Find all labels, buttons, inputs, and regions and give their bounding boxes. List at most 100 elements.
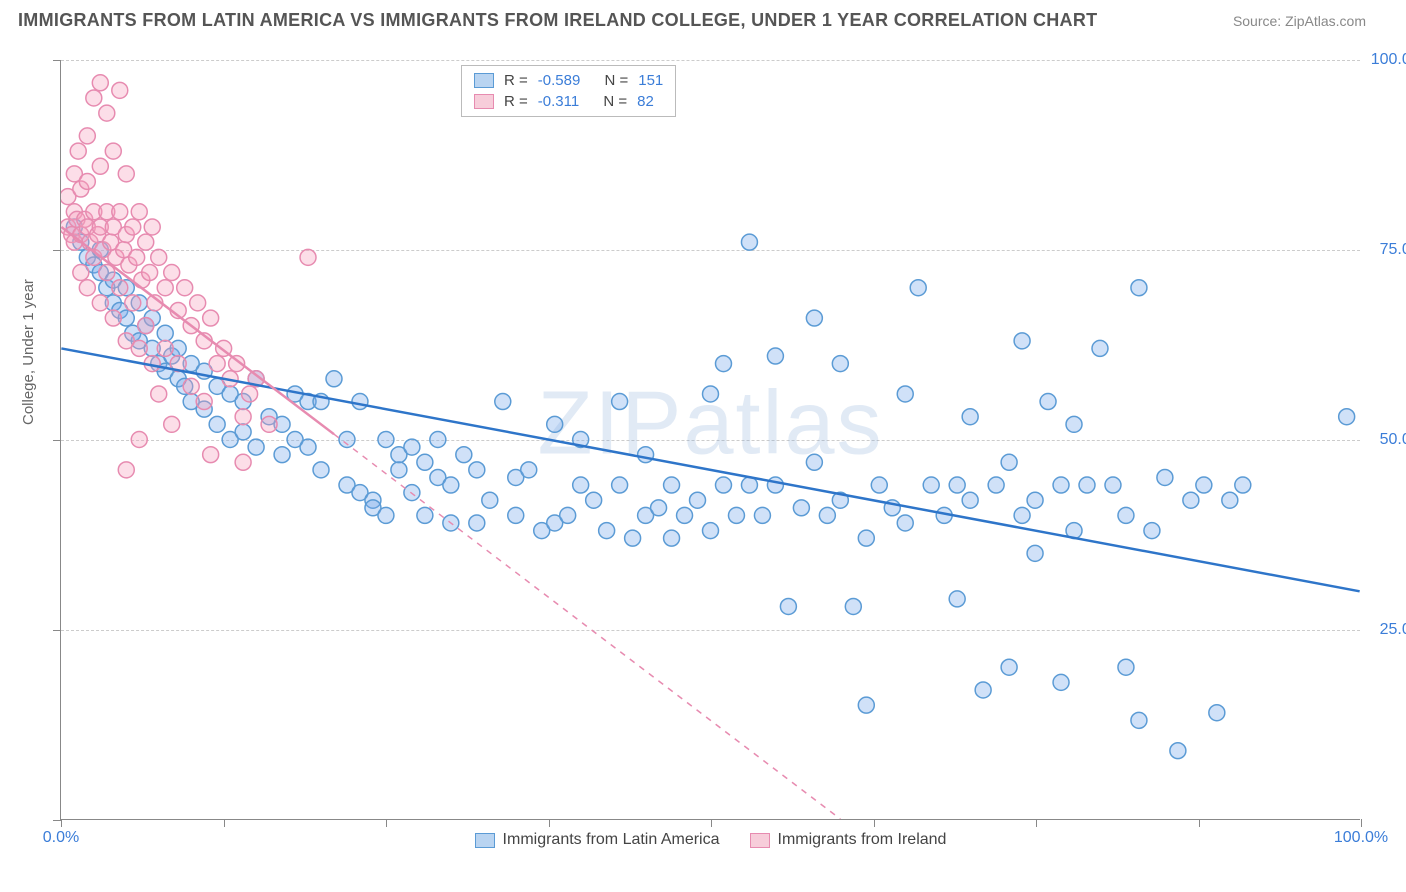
scatter-point [1040,394,1056,410]
xtick [874,819,875,827]
scatter-point [404,439,420,455]
series-legend: Immigrants from Latin America Immigrants… [61,831,1360,849]
scatter-point [125,295,141,311]
scatter-point [378,432,394,448]
ytick-label: 25.0% [1380,621,1406,639]
scatter-point [209,416,225,432]
scatter-point [79,280,95,296]
scatter-point [1014,507,1030,523]
scatter-point [923,477,939,493]
r-value-ireland: -0.311 [538,93,579,110]
r-label: R = [504,72,528,89]
scatter-point [1053,477,1069,493]
scatter-point [92,75,108,91]
scatter-point [300,249,316,265]
scatter-point [112,280,128,296]
scatter-point [1118,507,1134,523]
scatter-point [780,598,796,614]
scatter-point [157,325,173,341]
scatter-point [142,265,158,281]
scatter-point [1118,659,1134,675]
scatter-point [203,447,219,463]
scatter-point [1131,712,1147,728]
scatter-point [664,477,680,493]
scatter-point [988,477,1004,493]
scatter-point [92,295,108,311]
scatter-point [521,462,537,478]
scatter-point [190,295,206,311]
scatter-point [131,340,147,356]
scatter-point [70,143,86,159]
scatter-point [1183,492,1199,508]
scatter-point [1105,477,1121,493]
scatter-point [86,90,102,106]
scatter-point [131,432,147,448]
scatter-point [715,356,731,372]
ytick [53,60,61,61]
xtick-label: 100.0% [1334,829,1388,847]
scatter-point [313,462,329,478]
scatter-point [832,356,848,372]
scatter-point [352,394,368,410]
scatter-point [79,173,95,189]
scatter-point [300,439,316,455]
swatch-latin-icon [475,833,495,848]
scatter-point [910,280,926,296]
xtick [386,819,387,827]
scatter-point [560,507,576,523]
scatter-point [118,166,134,182]
scatter-point [151,386,167,402]
scatter-point [131,204,147,220]
legend-row-latin: R = -0.589 N = 151 [474,70,663,91]
scatter-point [157,340,173,356]
scatter-point [793,500,809,516]
trend-line-dashed [334,434,840,819]
scatter-point [1170,743,1186,759]
scatter-point [1066,416,1082,432]
xtick [711,819,712,827]
scatter-point [73,265,89,281]
scatter-point [664,530,680,546]
scatter-point [897,386,913,402]
legend-item-ireland: Immigrants from Ireland [750,831,947,849]
ytick-label: 50.0% [1380,431,1406,449]
scatter-point [235,409,251,425]
correlation-legend: R = -0.589 N = 151 R = -0.311 N = 82 [461,65,676,117]
scatter-point [897,515,913,531]
scatter-point [164,265,180,281]
scatter-point [417,454,433,470]
scatter-point [92,158,108,174]
plot-region: ZIPatlas R = -0.589 N = 151 R = -0.311 N… [60,60,1360,820]
scatter-point [858,697,874,713]
scatter-point [573,477,589,493]
scatter-point [871,477,887,493]
scatter-point [209,356,225,372]
scatter-point [806,310,822,326]
swatch-ireland-icon [750,833,770,848]
scatter-point [612,477,628,493]
scatter-point [326,371,342,387]
scatter-point [767,477,783,493]
scatter-point [79,128,95,144]
legend-row-ireland: R = -0.311 N = 82 [474,91,663,112]
scatter-point [391,462,407,478]
ytick [53,250,61,251]
scatter-point [274,447,290,463]
scatter-point [495,394,511,410]
legend-label-latin: Immigrants from Latin America [503,831,720,849]
scatter-point [1209,705,1225,721]
xtick-label: 0.0% [43,829,79,847]
source-label: Source: ZipAtlas.com [1233,13,1366,29]
n-value-ireland: 82 [637,93,654,110]
r-value-latin: -0.589 [538,72,581,89]
scatter-point [975,682,991,698]
scatter-point [1339,409,1355,425]
n-label: N = [603,93,627,110]
scatter-point [508,507,524,523]
scatter-point [547,416,563,432]
ytick-label: 75.0% [1380,241,1406,259]
scatter-point [1001,659,1017,675]
scatter-point [456,447,472,463]
scatter-point [715,477,731,493]
scatter-point [962,409,978,425]
